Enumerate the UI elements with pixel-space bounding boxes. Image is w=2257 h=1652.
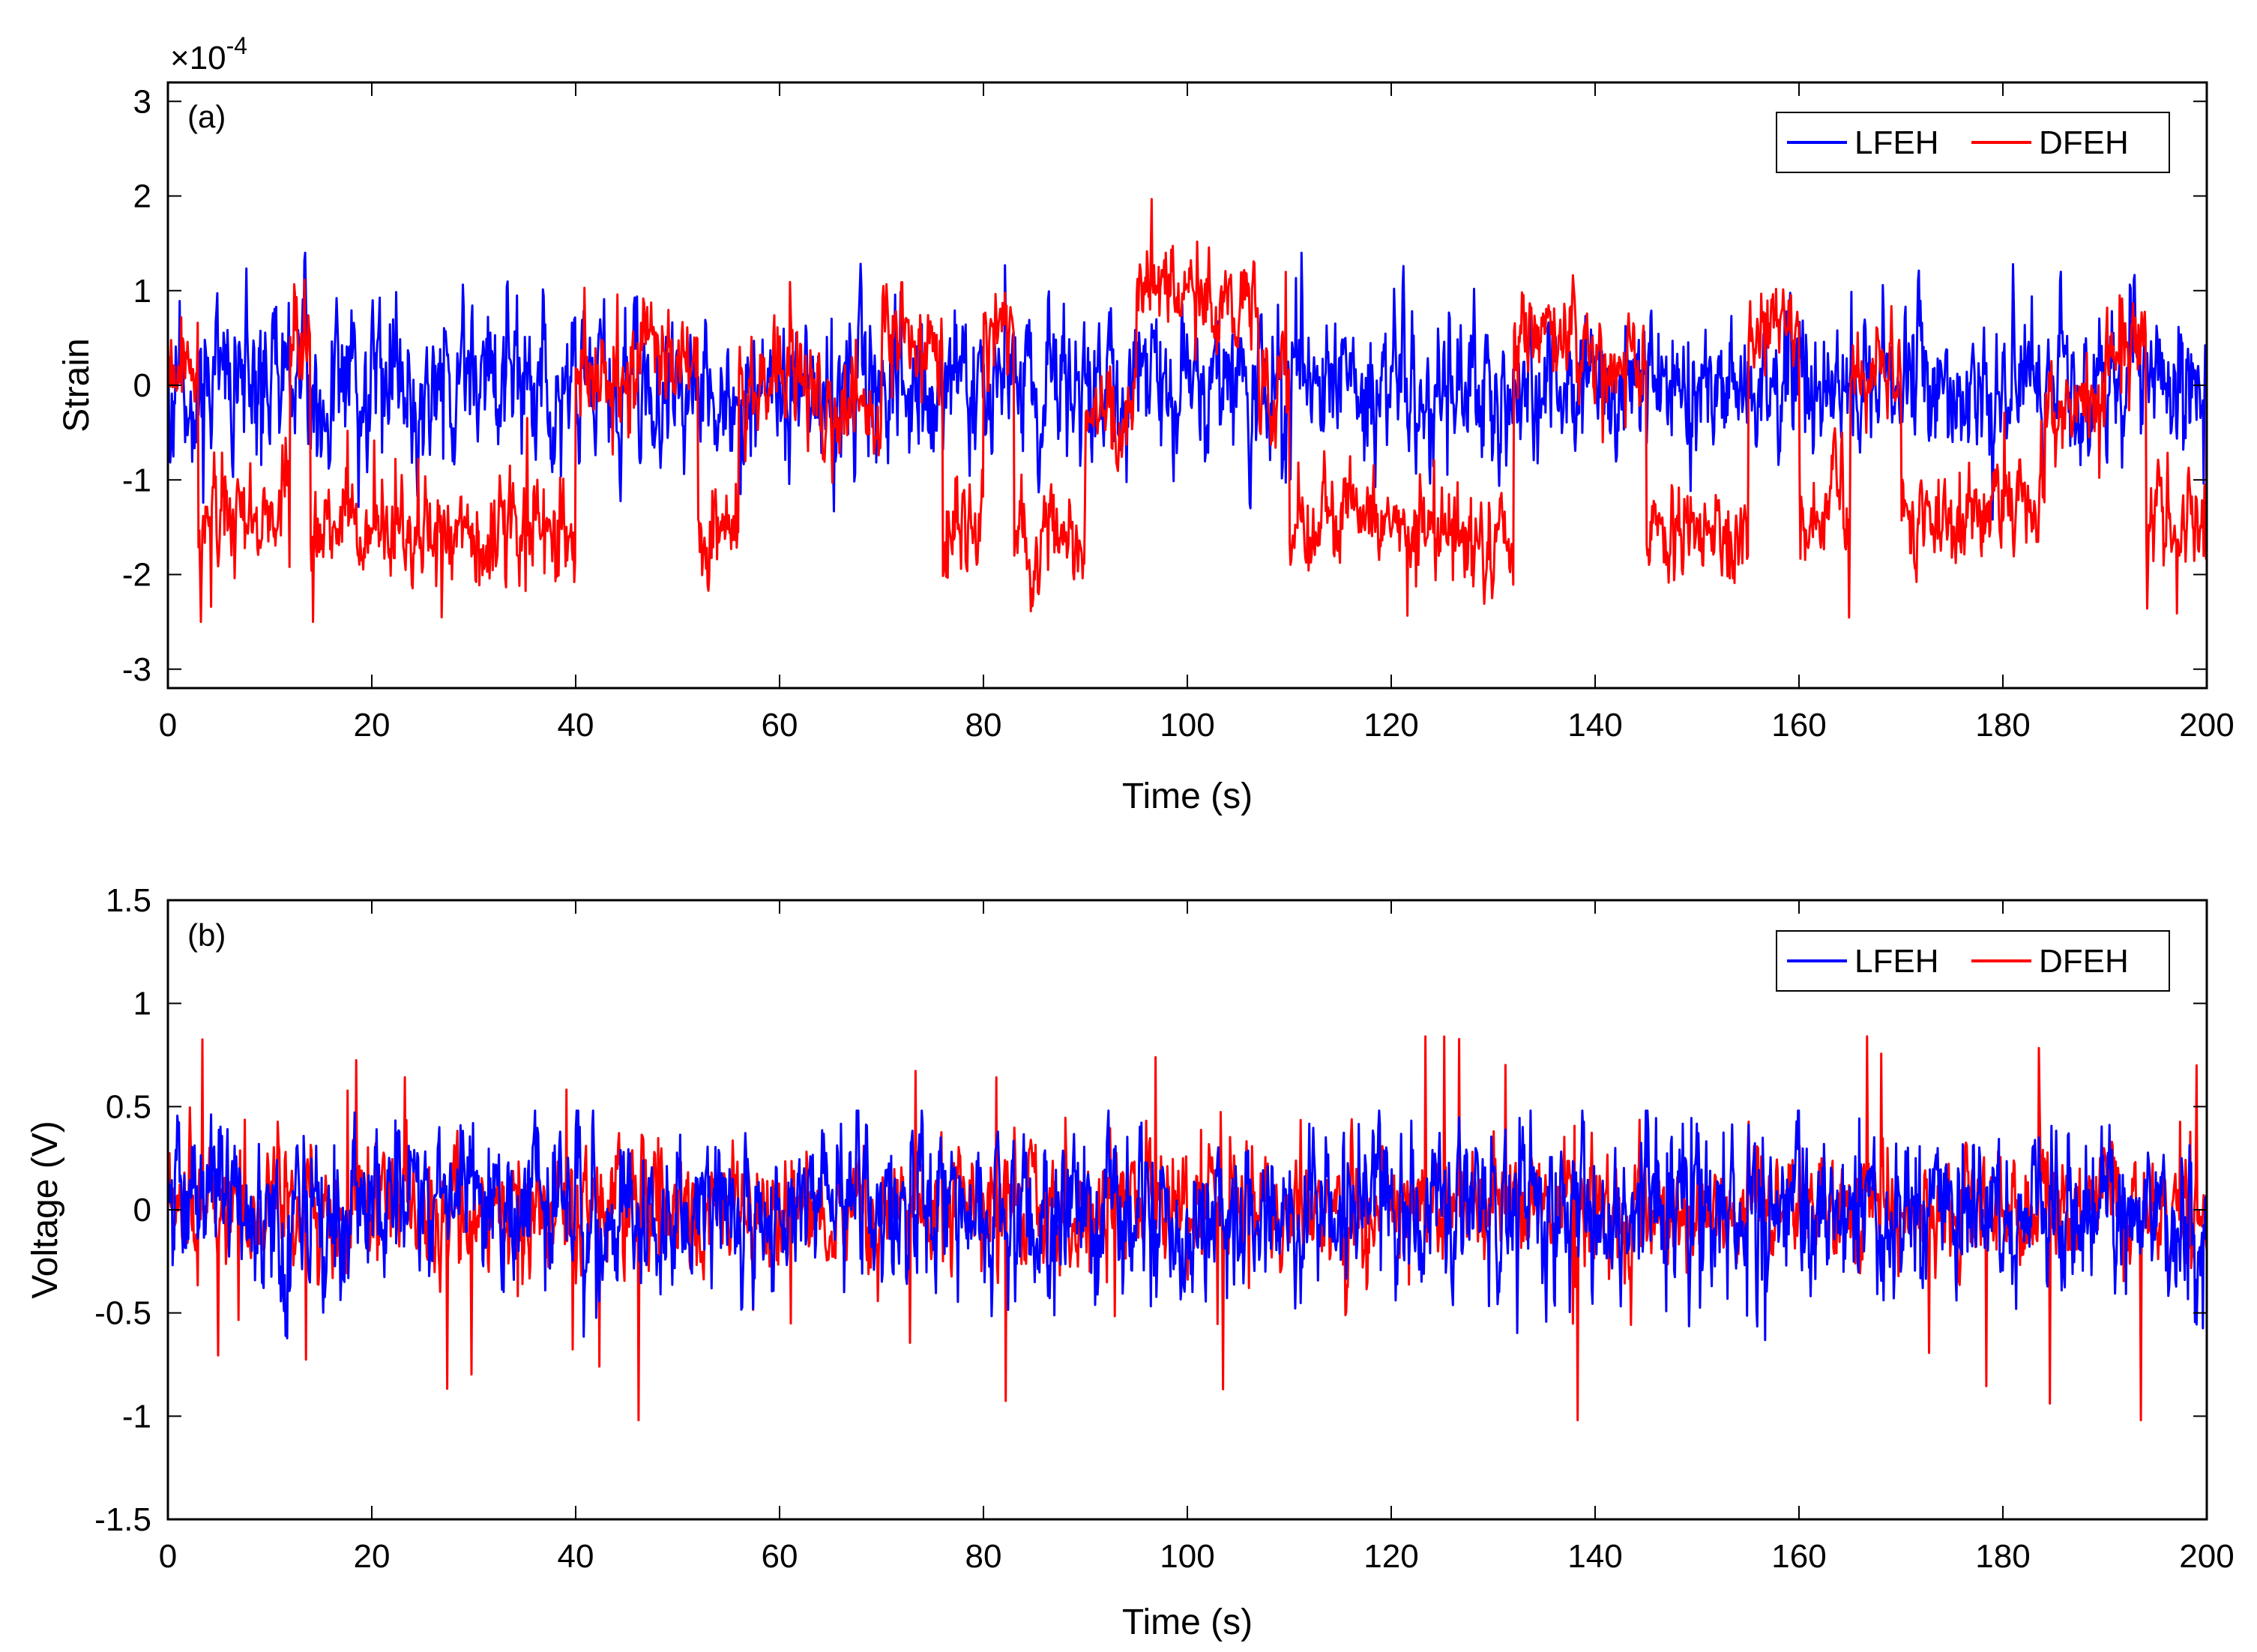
y-tick-label: 0.5: [106, 1088, 151, 1125]
x-tick-label: 100: [1160, 1538, 1214, 1575]
panel-a-exponent-power: -4: [226, 32, 247, 59]
panel-b-legend-dfeh: DFEH: [2039, 943, 2129, 980]
x-tick-label: 180: [1975, 707, 2030, 744]
x-tick-label: 180: [1975, 1538, 2030, 1575]
panel-a: 0 20 40 60 80 100 120 140 160 180 200 -3 -2 -1 0 1 2 3 (a…: [57, 32, 2235, 816]
panel-b: 0 20 40 60 80 100 120 140 160 180 200 -1.5 -1 -0.5 0 0.…: [25, 882, 2235, 1642]
y-tick-label: 2: [133, 178, 151, 215]
series-line-dfeh: [168, 198, 2207, 624]
x-tick-label: 0: [159, 1538, 177, 1575]
panel-a-xlabel: Time (s): [1122, 777, 1253, 816]
panel-a-exponent: ×10-4: [170, 32, 247, 76]
panel-a-legend-dfeh: DFEH: [2039, 124, 2129, 161]
panel-a-legend: LFEH DFEH: [1776, 112, 2170, 173]
x-tick-label: 20: [354, 1538, 391, 1575]
y-tick-label: 0: [133, 1192, 151, 1229]
x-tick-label: 140: [1567, 707, 1622, 744]
panel-a-ticks: 0 20 40 60 80 100 120 140 160 180 200 -3 -2 -1 0 1 2 3: [122, 82, 2235, 744]
y-tick-label: -1: [122, 462, 151, 498]
y-tick-label: 0: [133, 367, 151, 404]
panel-a-exponent-base: ×10: [170, 40, 226, 76]
y-tick-label: 1: [133, 986, 151, 1022]
x-tick-label: 200: [2179, 707, 2234, 744]
y-tick-label: 3: [133, 83, 151, 120]
panel-b-traces: [168, 1035, 2207, 1422]
series-line-lfeh: [168, 251, 2207, 521]
y-tick-label: -3: [122, 651, 151, 688]
y-tick-label: -1.5: [94, 1501, 151, 1538]
x-tick-label: 40: [558, 707, 594, 744]
x-tick-label: 0: [159, 707, 177, 744]
x-tick-label: 160: [1771, 707, 1826, 744]
panel-a-traces: [168, 198, 2207, 624]
y-tick-label: -2: [122, 557, 151, 594]
x-tick-label: 140: [1567, 1538, 1622, 1575]
x-tick-label: 160: [1771, 1538, 1826, 1575]
panel-a-ylabel: Strain: [57, 338, 97, 432]
y-tick-label: -0.5: [94, 1295, 151, 1332]
x-tick-label: 80: [965, 707, 1002, 744]
x-tick-label: 40: [558, 1538, 594, 1575]
y-tick-label: -1: [122, 1398, 151, 1435]
x-tick-label: 120: [1363, 1538, 1418, 1575]
x-tick-label: 80: [965, 1538, 1002, 1575]
x-tick-label: 60: [762, 1538, 798, 1575]
x-tick-label: 100: [1160, 707, 1214, 744]
panel-b-legend-lfeh: LFEH: [1854, 943, 1938, 980]
x-tick-label: 60: [762, 707, 798, 744]
panel-b-ticks: 0 20 40 60 80 100 120 140 160 180 200 -1.5 -1 -0.5 0 0.…: [94, 882, 2235, 1575]
panel-b-xlabel: Time (s): [1122, 1603, 1253, 1642]
y-tick-label: 1.5: [106, 882, 151, 919]
series-line-lfeh: [168, 1109, 2207, 1342]
x-tick-label: 20: [354, 707, 391, 744]
panel-a-label: (a): [187, 99, 226, 134]
panel-b-ylabel: Voltage (V): [25, 1121, 65, 1298]
panel-b-legend: LFEH DFEH: [1776, 930, 2170, 992]
x-tick-label: 200: [2179, 1538, 2234, 1575]
x-tick-label: 120: [1363, 707, 1418, 744]
panel-a-legend-lfeh: LFEH: [1854, 124, 1938, 161]
panel-b-label: (b): [187, 917, 226, 953]
y-tick-label: 1: [133, 273, 151, 310]
